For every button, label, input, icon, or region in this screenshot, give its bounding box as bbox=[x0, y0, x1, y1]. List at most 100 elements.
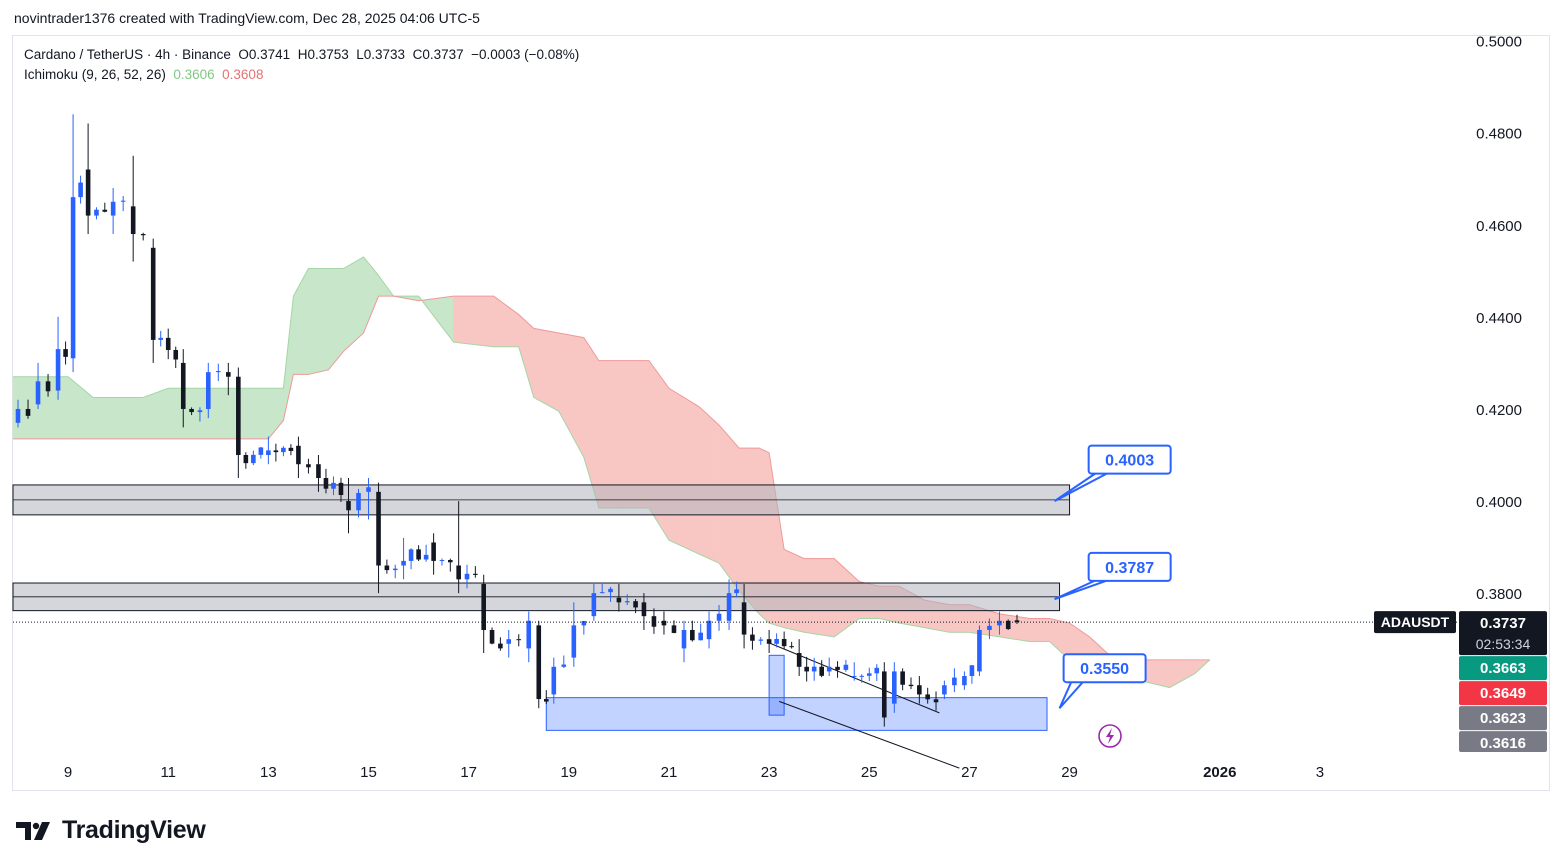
candle-body bbox=[726, 593, 732, 621]
candle bbox=[599, 582, 605, 594]
x-axis: 9 11 13 15 17 19 21 23 25 27 29 2026 3 bbox=[64, 764, 1324, 781]
candle-body bbox=[94, 209, 99, 216]
y-tick-label: 0.4800 bbox=[1476, 126, 1522, 143]
candle-body bbox=[1014, 620, 1020, 623]
cloud-segment bbox=[363, 256, 379, 334]
candle bbox=[881, 662, 887, 727]
candle bbox=[804, 656, 809, 682]
ichimoku-span-a-value: 0.3606 bbox=[173, 67, 215, 82]
candle bbox=[536, 620, 542, 709]
x-tick-label: 2026 bbox=[1203, 764, 1236, 781]
candle-body bbox=[859, 675, 865, 677]
x-tick-label: 11 bbox=[160, 764, 176, 781]
candle bbox=[216, 363, 221, 382]
price-callout: 0.3787 bbox=[1054, 551, 1172, 601]
candle bbox=[273, 443, 279, 462]
candle-body bbox=[781, 638, 787, 647]
candle-body bbox=[226, 372, 231, 377]
candle bbox=[258, 446, 264, 459]
candle-body bbox=[481, 583, 486, 630]
countdown-label: 02:53:34 bbox=[1476, 636, 1531, 652]
candle bbox=[197, 407, 203, 422]
candle bbox=[63, 341, 68, 365]
candle-body bbox=[900, 671, 905, 685]
candle-body bbox=[942, 685, 947, 695]
candle-body bbox=[150, 247, 156, 340]
candle bbox=[226, 362, 231, 396]
candle bbox=[997, 611, 1002, 635]
candle bbox=[120, 195, 126, 212]
candle-body bbox=[25, 408, 31, 416]
candle-body bbox=[288, 447, 294, 451]
lightning-icon[interactable] bbox=[1106, 728, 1114, 744]
symbol-title[interactable]: Cardano / TetherUS · 4h · Binance bbox=[24, 47, 231, 62]
callout-pointer bbox=[1058, 680, 1085, 709]
candle-body bbox=[536, 625, 542, 700]
candle bbox=[796, 639, 802, 677]
candles bbox=[15, 114, 1020, 727]
candle bbox=[516, 634, 522, 647]
candle bbox=[571, 602, 577, 667]
price-badge-label: 0.3737 bbox=[1480, 615, 1526, 632]
candle bbox=[180, 349, 186, 428]
candle bbox=[236, 367, 241, 479]
candle bbox=[681, 620, 687, 663]
price-callout: 0.3550 bbox=[1058, 653, 1147, 709]
price-badge-bg bbox=[1459, 706, 1547, 731]
ohlc-high: H0.3753 bbox=[297, 47, 349, 62]
candle bbox=[716, 604, 722, 631]
candle-body bbox=[473, 573, 478, 575]
callout-pointer bbox=[1053, 471, 1110, 502]
candle-body bbox=[416, 549, 421, 560]
candle-body bbox=[366, 487, 371, 492]
indicator-title[interactable]: Ichimoku (9, 26, 52, 26) bbox=[24, 67, 166, 82]
x-tick-label: 9 bbox=[64, 764, 72, 781]
candle bbox=[423, 544, 429, 562]
indicator-row: Ichimoku (9, 26, 52, 26) 0.3606 0.3608 bbox=[24, 65, 579, 85]
candle-body bbox=[401, 560, 406, 566]
candle bbox=[78, 175, 83, 204]
candle bbox=[942, 680, 947, 700]
candle-body bbox=[681, 629, 687, 649]
callout-label: 0.3550 bbox=[1080, 661, 1129, 678]
ohlc-low: L0.3733 bbox=[356, 47, 406, 62]
x-tick-label: 29 bbox=[1061, 764, 1078, 781]
candle bbox=[581, 620, 587, 635]
candle-body bbox=[608, 588, 613, 593]
callout-pointer bbox=[1054, 578, 1109, 601]
candle bbox=[874, 664, 880, 681]
candle bbox=[288, 444, 294, 456]
candle bbox=[323, 468, 329, 494]
chart-frame bbox=[12, 35, 1550, 791]
candle-body bbox=[338, 482, 344, 495]
x-tick-label: 27 bbox=[961, 764, 978, 781]
candle bbox=[473, 566, 478, 578]
candle bbox=[608, 586, 613, 602]
callout-label: 0.3787 bbox=[1105, 560, 1154, 577]
candle-body bbox=[952, 677, 957, 686]
candle-body bbox=[376, 491, 381, 566]
candle-body bbox=[78, 182, 83, 198]
candle bbox=[150, 238, 156, 363]
price-badge-bg bbox=[1459, 731, 1547, 752]
candle-body bbox=[997, 620, 1002, 626]
candle-body bbox=[384, 565, 390, 571]
candle bbox=[316, 455, 321, 492]
y-tick-label: 0.4000 bbox=[1476, 494, 1522, 511]
price-badge: 0.3623 bbox=[1459, 706, 1547, 731]
price-badge-label: 0.3649 bbox=[1480, 685, 1526, 702]
support-zone bbox=[768, 654, 785, 716]
y-axis: 0.5000 0.4800 0.4600 0.4400 0.4200 0.4000 0.38… bbox=[1476, 34, 1522, 604]
candle bbox=[130, 155, 136, 262]
candle bbox=[977, 625, 982, 677]
candle bbox=[526, 611, 532, 663]
candle-body bbox=[750, 634, 755, 641]
ohlc-change: −0.0003 (−0.08%) bbox=[471, 47, 580, 62]
candle-body bbox=[102, 209, 108, 212]
candle bbox=[416, 545, 421, 562]
misc bbox=[1098, 724, 1122, 748]
candle-body bbox=[85, 169, 91, 216]
candle-body bbox=[641, 602, 647, 617]
candle-body bbox=[633, 601, 638, 608]
